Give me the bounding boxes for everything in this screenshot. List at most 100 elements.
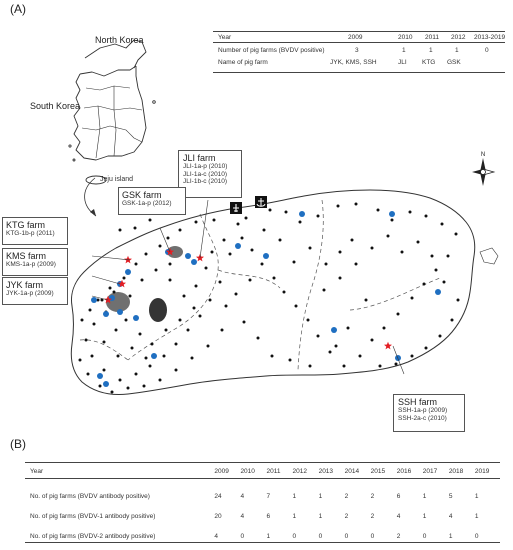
farm-name: KTG farm bbox=[6, 220, 46, 230]
farm-sample: SSH-2a-c (2010) bbox=[398, 414, 447, 422]
pig-farm-dot bbox=[268, 208, 272, 212]
table-a-row1-2010: 1 bbox=[402, 47, 406, 54]
table-b-row: No. of pig farms (BVDV-1 antibody positi… bbox=[30, 506, 495, 526]
jeju-island-label: Jeju island bbox=[100, 176, 134, 183]
pig-farm-dot bbox=[358, 354, 362, 358]
farm-name: GSK farm bbox=[122, 190, 162, 200]
south-korea-label: South Korea bbox=[30, 101, 81, 111]
farm-callout-gsk: GSK farm GSK-1a-p (2012) bbox=[118, 187, 186, 215]
bvdv-positive-farm-star bbox=[118, 279, 126, 288]
pig-farm-dot bbox=[350, 238, 354, 242]
pig-farm-dot bbox=[456, 298, 460, 302]
antibody-positive-farm-dot bbox=[191, 259, 197, 265]
pig-farm-dot bbox=[84, 338, 88, 342]
pig-farm-dot bbox=[168, 278, 172, 282]
table-b-cell: 1 bbox=[292, 512, 297, 520]
pig-farm-dot bbox=[354, 202, 358, 206]
farm-sample: JLI-1a-c (2010) bbox=[183, 170, 228, 178]
pig-farm-dot bbox=[88, 308, 92, 312]
pig-farm-dot bbox=[272, 276, 276, 280]
pig-farm-dot bbox=[416, 240, 420, 244]
pig-farm-dot bbox=[116, 354, 120, 358]
farm-sample: KTG-1b-p (2011) bbox=[6, 230, 55, 238]
pig-farm-dot bbox=[154, 268, 158, 272]
pig-farm-dot bbox=[308, 246, 312, 250]
pig-farm-dot bbox=[96, 298, 100, 302]
table-b-header-cell: 2014 bbox=[344, 468, 360, 475]
antibody-positive-farm-dot bbox=[103, 381, 109, 387]
pig-farm-dot bbox=[322, 288, 326, 292]
pig-farm-dot bbox=[430, 254, 434, 258]
pig-farm-dot bbox=[118, 378, 122, 382]
pig-farm-dot bbox=[386, 234, 390, 238]
table-a-header-2011: 2011 bbox=[425, 34, 439, 41]
compass-icon: N bbox=[472, 152, 496, 186]
pig-farm-dot bbox=[78, 358, 82, 362]
pig-farm-dot bbox=[90, 354, 94, 358]
panel-b-label: (B) bbox=[10, 437, 26, 451]
pig-farm-dot bbox=[100, 298, 104, 302]
pig-farm-dot bbox=[110, 390, 114, 394]
pig-farm-dot bbox=[256, 336, 260, 340]
pig-farm-dot bbox=[114, 328, 118, 332]
pig-farm-dot bbox=[394, 362, 398, 366]
farm-sample: GSK-1a-p (2012) bbox=[122, 200, 172, 208]
antibody-positive-farm-dot bbox=[151, 353, 157, 359]
table-b-cell: 2 bbox=[370, 492, 375, 500]
pig-farm-dot bbox=[316, 334, 320, 338]
pig-farm-dot bbox=[376, 208, 380, 212]
pig-farm-dot bbox=[144, 252, 148, 256]
table-b-header-cell: 2012 bbox=[292, 468, 307, 475]
farm-callout-kms: KMS farm KMS-1a-p (2009) bbox=[2, 248, 68, 276]
antibody-positive-farm-dot bbox=[263, 253, 269, 259]
pig-farm-dot bbox=[454, 232, 458, 236]
pig-farm-dot bbox=[446, 254, 450, 258]
farm-name: KMS farm bbox=[6, 251, 47, 261]
pig-farm-dot bbox=[220, 328, 224, 332]
dense-farm-cluster bbox=[149, 298, 167, 322]
table-b-cell: 0 bbox=[240, 532, 245, 540]
pig-farm-dot bbox=[98, 384, 102, 388]
pig-farm-dot bbox=[336, 204, 340, 208]
pig-farm-dot bbox=[182, 294, 186, 298]
table-b-header-cell: 2015 bbox=[370, 468, 386, 475]
table-b-cell: 2 bbox=[344, 512, 349, 520]
pig-farm-dot bbox=[186, 328, 190, 332]
pig-farm-dot bbox=[122, 276, 126, 280]
pig-farm-dot bbox=[222, 238, 226, 242]
harbor-icon bbox=[255, 196, 267, 208]
farm-sample: KMS-1a-p (2009) bbox=[6, 261, 56, 269]
pig-farm-dot bbox=[138, 332, 142, 336]
table-b-cell: 0 bbox=[344, 532, 349, 540]
farm-sample: JYK-1a-p (2009) bbox=[6, 290, 54, 298]
dmz-line bbox=[79, 65, 137, 77]
pig-farm-dot bbox=[306, 318, 310, 322]
table-b-cell: 1 bbox=[318, 512, 323, 520]
table-b-cell: 1 bbox=[474, 512, 479, 520]
korea-inset-map bbox=[68, 39, 156, 185]
panel-a-label: (A) bbox=[10, 2, 26, 16]
table-b-cell: 20 bbox=[214, 512, 222, 520]
compass-n-label: N bbox=[481, 152, 485, 158]
south-korea-outline bbox=[73, 66, 147, 161]
pig-farm-dot bbox=[192, 306, 196, 310]
pig-farm-dot bbox=[308, 364, 312, 368]
antibody-positive-farm-dot bbox=[331, 327, 337, 333]
pig-farm-dot bbox=[190, 356, 194, 360]
pig-farm-dot bbox=[234, 292, 238, 296]
table-a-row2-2009: JYK, KMS, SSH bbox=[330, 59, 377, 66]
table-b-row-label: No. of pig farms (BVDV-1 antibody positi… bbox=[30, 512, 156, 520]
pig-farm-dot bbox=[158, 378, 162, 382]
table-a-row1-2012: 1 bbox=[455, 47, 459, 54]
farm-callout-ktg: KTG farm KTG-1b-p (2011) bbox=[2, 217, 68, 245]
pig-farm-dot bbox=[158, 244, 162, 248]
pig-farm-dot bbox=[166, 236, 170, 240]
pig-farm-dot bbox=[128, 294, 132, 298]
pig-farm-dot bbox=[364, 298, 368, 302]
pig-farm-dot bbox=[438, 334, 442, 338]
pig-farm-dot bbox=[108, 286, 112, 290]
table-a-row1-label: Number of pig farms (BVDV positive) bbox=[218, 47, 325, 54]
table-b-cell: 2 bbox=[344, 492, 349, 500]
antibody-positive-farm-dot bbox=[117, 309, 123, 315]
table-b-header-cell: 2010 bbox=[240, 468, 255, 475]
